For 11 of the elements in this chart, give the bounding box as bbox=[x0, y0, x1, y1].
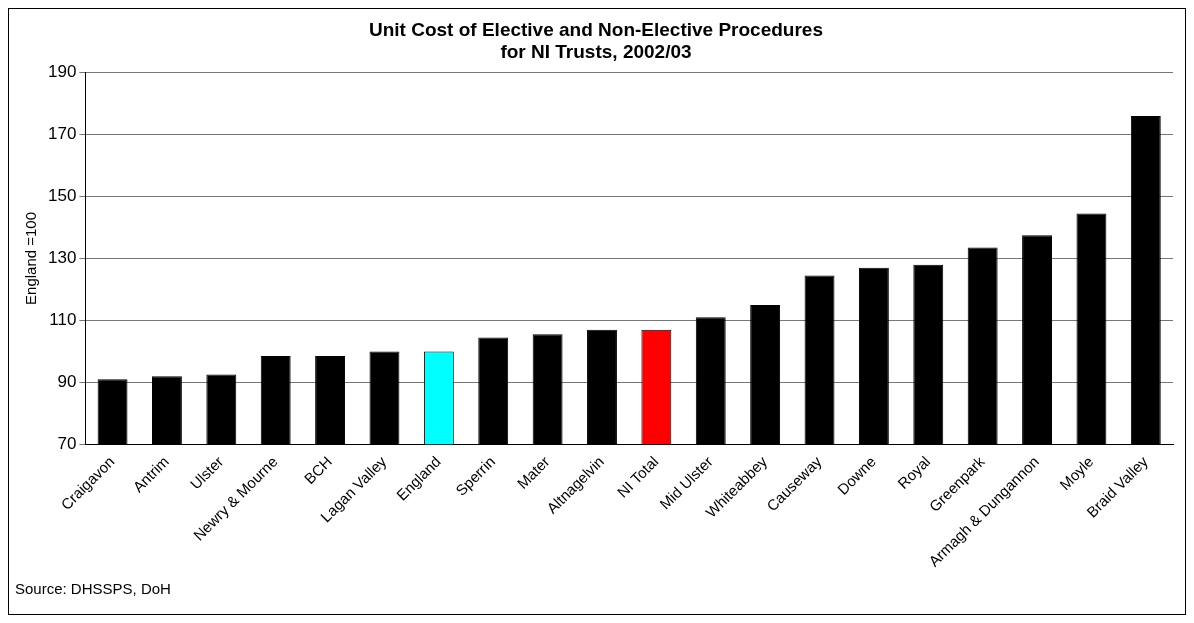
y-tick-label: 90 bbox=[57, 372, 77, 392]
text: Unit Cost of Elective and Non-Elective Procedures bbox=[369, 18, 823, 40]
y-axis-title: England =100 bbox=[22, 211, 40, 305]
y-tick-label: 110 bbox=[49, 310, 77, 330]
y-tick-label: 150 bbox=[47, 186, 77, 206]
y-tick-label: 170 bbox=[47, 124, 77, 144]
source-note: Source: DHSSPS, DoH bbox=[15, 580, 171, 597]
y-tick-label: 70 bbox=[57, 434, 77, 453]
y-tick-label: 190 bbox=[47, 62, 77, 82]
y-tick-label: 130 bbox=[47, 248, 77, 268]
text: for NI Trusts, 2002/03 bbox=[500, 41, 692, 63]
